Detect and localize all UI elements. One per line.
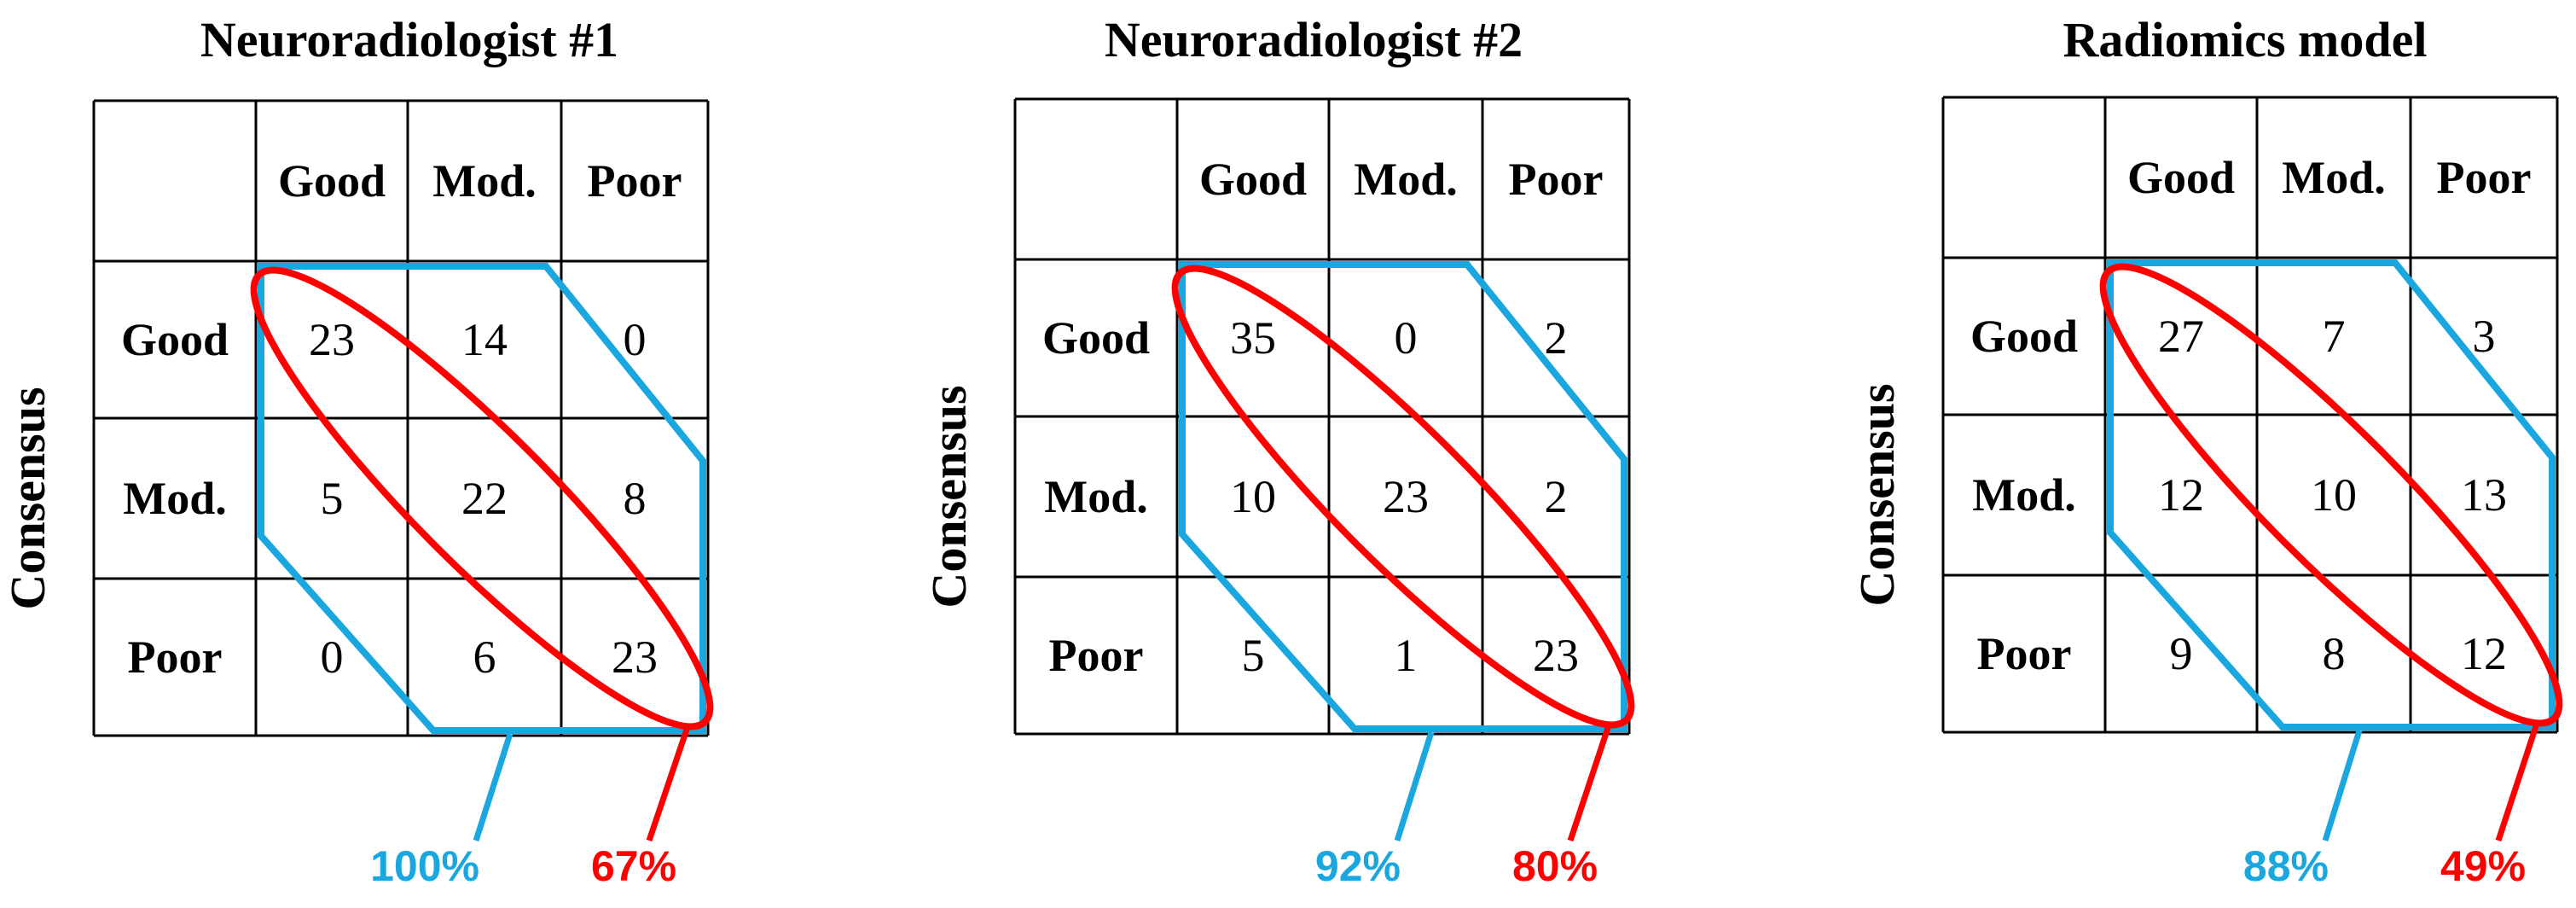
cell-value: 2 [1545,312,1568,364]
cell-value: 14 [461,314,508,365]
exact-agreement-label: 80% [1512,842,1598,890]
cell-value: 1 [1395,630,1418,681]
cell-value: 8 [2323,628,2346,679]
cell-value: 23 [612,632,658,683]
cell-value: 7 [2323,311,2346,362]
cell-value: 10 [2311,469,2357,521]
row-header: Poor [128,632,223,683]
cell-value: 2 [1545,471,1568,522]
row-header: Good [121,314,229,365]
cell-value: 3 [2473,311,2496,362]
exact-agreement-ellipse [250,266,714,730]
cell-value: 5 [1242,630,1265,681]
cell-value: 0 [1395,312,1418,364]
cell-value: 27 [2158,311,2204,362]
row-header: Poor [1977,628,2072,679]
column-header: Poor [588,155,682,207]
adjacent-agreement-band [1179,261,1627,732]
column-header: Poor [2437,152,2532,203]
cell-value: 22 [461,473,508,524]
row-header: Mod. [1972,469,2076,521]
column-header: Good [2127,152,2235,203]
adjacent-agreement-label: 88% [2243,842,2329,890]
row-header: Poor [1049,630,1144,681]
panel-3: Radiomics model Consensus Good Mod. Poor Good… [1849,12,2563,890]
exact-agreement-label: 67% [591,842,676,890]
cell-value: 9 [2170,628,2193,679]
column-header: Good [278,155,386,207]
cell-value: 23 [309,314,355,365]
cell-value: 5 [321,473,344,524]
leader-line-red [646,725,691,842]
cell-value: 10 [1230,471,1276,522]
column-header: Good [1199,154,1307,205]
panel-title: Neuroradiologist #1 [200,12,618,67]
adjacent-agreement-label: 92% [1315,842,1401,890]
cell-value: 8 [624,473,647,524]
cell-value: 35 [1230,312,1276,364]
cell-value: 13 [2461,469,2507,521]
leader-line-red [1567,724,1612,842]
exact-agreement-label: 49% [2440,842,2526,890]
leader-line-blue [1394,730,1435,842]
adjacent-agreement-label: 100% [370,842,479,890]
y-axis-label: Consensus [921,385,977,608]
cell-value: 12 [2461,628,2507,679]
cell-value: 0 [624,314,647,365]
panel-2: Neuroradiologist #2 Consensus Good Mod. Poor… [921,12,1635,890]
cell-value: 0 [321,632,344,683]
cell-value: 12 [2158,469,2204,521]
column-header: Mod. [2282,152,2386,203]
exact-agreement-ellipse [2099,263,2563,727]
row-header: Mod. [123,473,227,524]
panel-1: Neuroradiologist #1 Consensus Good Mod. Poor… [0,12,714,890]
y-axis-label: Consensus [0,387,55,609]
leader-line-red [2495,722,2540,842]
row-header: Mod. [1044,471,1148,522]
cell-value: 23 [1533,630,1579,681]
panel-title: Neuroradiologist #2 [1105,12,1523,67]
leader-line-blue [473,732,513,842]
exact-agreement-ellipse [1171,265,1635,729]
row-header: Good [1042,312,1150,364]
leader-line-blue [2322,729,2363,842]
cell-value: 23 [1383,471,1429,522]
adjacent-agreement-band [258,263,706,734]
column-header: Mod. [432,155,537,207]
y-axis-label: Consensus [1849,383,1905,606]
column-header: Mod. [1354,154,1458,205]
column-header: Poor [1509,154,1604,205]
row-header: Good [1970,311,2078,362]
adjacent-agreement-band [2107,259,2556,730]
cell-value: 6 [473,632,496,683]
panel-title: Radiomics model [2063,12,2428,67]
